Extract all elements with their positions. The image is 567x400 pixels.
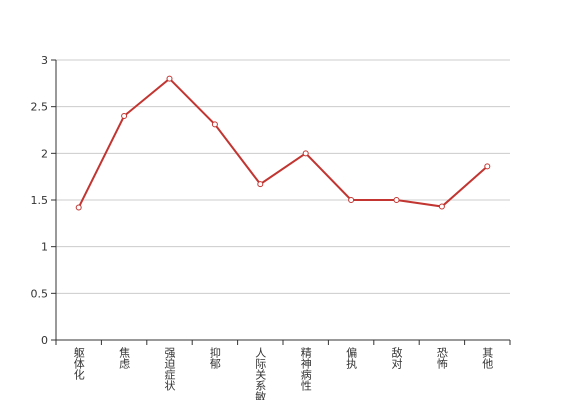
point <box>438 203 445 210</box>
x-tick-label: 偏执 <box>345 346 358 370</box>
x-tick-label: 抑郁 <box>208 346 221 369</box>
point <box>75 204 82 211</box>
x-tick-label: 敌对 <box>390 346 403 369</box>
point <box>484 163 491 170</box>
point <box>121 113 128 119</box>
x-tick-label: 人际关系敏感 <box>254 347 267 400</box>
point <box>257 181 264 188</box>
y-tick-label: 1 <box>41 241 48 254</box>
y-tick-label: 0 <box>41 334 48 347</box>
y-tick-label: 2.5 <box>31 101 49 114</box>
x-tick-label: 精神病性 <box>299 347 312 392</box>
point <box>302 150 309 157</box>
x-tick-label: 躯体化 <box>72 347 85 381</box>
line <box>77 77 488 208</box>
point <box>166 75 173 82</box>
x-tick-label: 其他 <box>481 347 494 369</box>
x-tick-label: 焦虑 <box>118 347 131 369</box>
point <box>211 121 218 128</box>
x-tick-label: 强迫症状 <box>163 347 176 391</box>
y-tick-label: 1.5 <box>31 194 49 207</box>
y-tick-label: 0.5 <box>31 287 49 300</box>
y-tick-label: 2 <box>41 147 48 160</box>
x-tick-label: 恐怖 <box>435 347 448 369</box>
point <box>348 197 355 203</box>
point <box>393 197 400 203</box>
y-tick-label: 3 <box>41 54 48 67</box>
